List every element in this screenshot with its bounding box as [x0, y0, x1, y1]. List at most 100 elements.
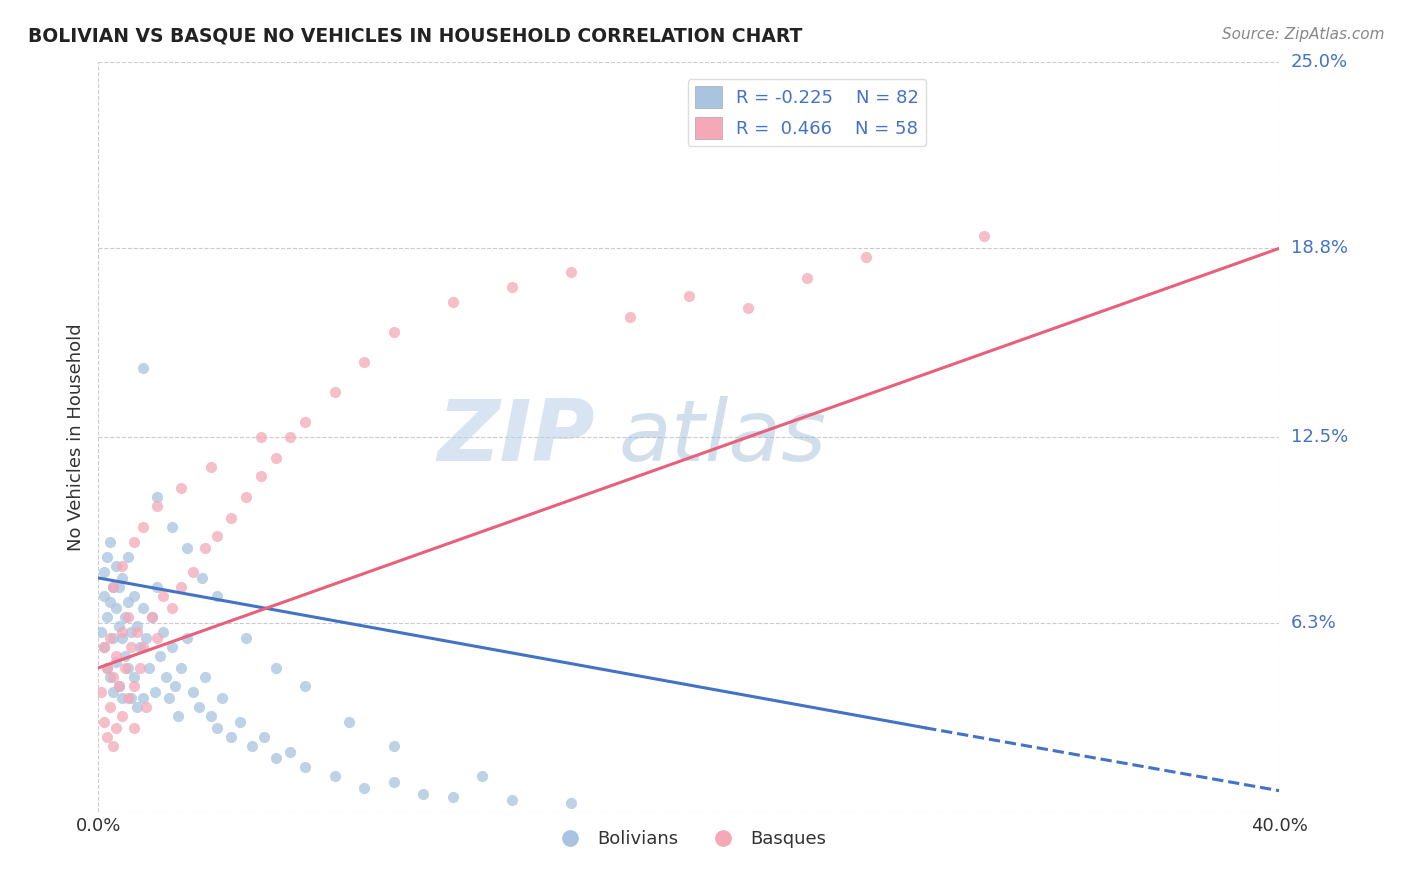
Point — [280, 745, 302, 759]
Point — [105, 655, 128, 669]
Point — [96, 661, 118, 675]
Point — [132, 690, 155, 705]
Text: 25.0%: 25.0% — [1291, 54, 1348, 71]
Point — [194, 541, 217, 555]
Point — [132, 640, 155, 654]
Point — [122, 721, 145, 735]
Point — [176, 631, 198, 645]
Point — [98, 535, 121, 549]
Point — [111, 624, 134, 639]
Point — [157, 690, 180, 705]
Point — [96, 730, 118, 744]
Point — [155, 670, 177, 684]
Point — [253, 730, 276, 744]
Point — [141, 610, 163, 624]
Point — [135, 699, 157, 714]
Point — [125, 699, 148, 714]
Point — [382, 739, 405, 753]
Point — [96, 549, 118, 564]
Point — [149, 648, 172, 663]
Point — [108, 679, 131, 693]
Point — [211, 690, 233, 705]
Point — [122, 670, 145, 684]
Point — [128, 661, 150, 675]
Point — [194, 670, 217, 684]
Point — [93, 714, 115, 729]
Y-axis label: No Vehicles in Household: No Vehicles in Household — [66, 323, 84, 551]
Point — [264, 751, 287, 765]
Point — [132, 361, 155, 376]
Point — [165, 679, 187, 693]
Point — [235, 490, 257, 504]
Point — [111, 558, 134, 573]
Point — [471, 769, 494, 783]
Point — [200, 460, 222, 475]
Point — [105, 721, 128, 735]
Point — [108, 679, 131, 693]
Point — [294, 760, 316, 774]
Point — [973, 229, 995, 244]
Point — [250, 430, 273, 444]
Point — [111, 631, 134, 645]
Point — [98, 699, 121, 714]
Point — [280, 430, 302, 444]
Point — [117, 661, 139, 675]
Point — [294, 679, 316, 693]
Point — [152, 589, 174, 603]
Text: 18.8%: 18.8% — [1291, 239, 1347, 257]
Point — [111, 571, 134, 585]
Point — [122, 679, 145, 693]
Point — [250, 469, 273, 483]
Point — [229, 714, 252, 729]
Point — [339, 714, 361, 729]
Point — [441, 789, 464, 804]
Text: 12.5%: 12.5% — [1291, 428, 1348, 446]
Text: ZIP: ZIP — [437, 395, 595, 479]
Point — [323, 385, 346, 400]
Point — [114, 648, 136, 663]
Point — [619, 310, 641, 325]
Point — [146, 631, 169, 645]
Point — [353, 780, 375, 795]
Point — [240, 739, 263, 753]
Point — [294, 415, 316, 429]
Point — [103, 670, 125, 684]
Point — [353, 355, 375, 369]
Point — [103, 580, 125, 594]
Point — [98, 595, 121, 609]
Point — [103, 580, 125, 594]
Point — [560, 265, 582, 279]
Point — [146, 490, 169, 504]
Point — [191, 571, 214, 585]
Point — [122, 535, 145, 549]
Point — [117, 549, 139, 564]
Point — [205, 589, 228, 603]
Point — [162, 640, 183, 654]
Point — [560, 796, 582, 810]
Point — [103, 685, 125, 699]
Point — [181, 685, 204, 699]
Point — [235, 631, 257, 645]
Point — [135, 631, 157, 645]
Point — [412, 787, 434, 801]
Point — [114, 661, 136, 675]
Point — [176, 541, 198, 555]
Point — [382, 325, 405, 339]
Point — [105, 648, 128, 663]
Point — [93, 565, 115, 579]
Point — [737, 301, 759, 316]
Text: BOLIVIAN VS BASQUE NO VEHICLES IN HOUSEHOLD CORRELATION CHART: BOLIVIAN VS BASQUE NO VEHICLES IN HOUSEH… — [28, 27, 803, 45]
Point — [103, 631, 125, 645]
Point — [117, 690, 139, 705]
Point — [501, 280, 523, 294]
Point — [117, 610, 139, 624]
Point — [108, 580, 131, 594]
Point — [187, 699, 209, 714]
Point — [382, 774, 405, 789]
Point — [90, 624, 112, 639]
Point — [98, 670, 121, 684]
Point — [105, 601, 128, 615]
Point — [264, 451, 287, 466]
Point — [93, 640, 115, 654]
Point — [117, 595, 139, 609]
